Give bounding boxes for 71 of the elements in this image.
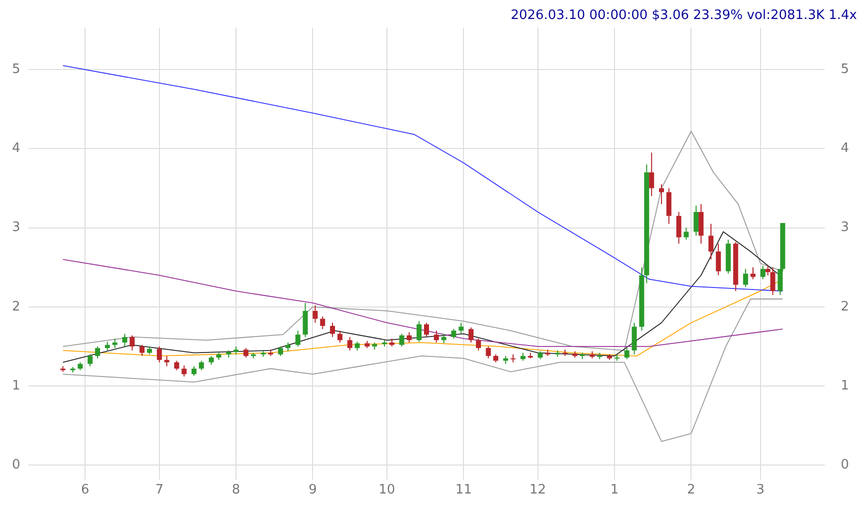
y-tick-label: 0 (12, 458, 20, 473)
candlestick (684, 227, 689, 240)
candlestick (770, 266, 776, 296)
chart-title: 2026.03.10 00:00:00 $3.06 23.39% vol:2081.3K 1.4x (510, 8, 858, 24)
candlestick (658, 184, 664, 205)
candlestick (760, 265, 766, 280)
y2-tick-label: 5 (840, 62, 850, 77)
candlestick (698, 204, 704, 244)
y-tick-label: 3 (12, 220, 20, 236)
candlestick (88, 354, 93, 367)
candlestick (320, 316, 326, 330)
candlestick (416, 320, 422, 342)
x-tick-label: 2 (687, 482, 696, 498)
candlestick (330, 322, 336, 338)
candlestick (486, 346, 491, 359)
candlestick (164, 355, 170, 367)
candlestick (140, 344, 145, 356)
candlestick (312, 304, 318, 324)
candlestick (743, 268, 748, 288)
y2-tick-label: 1 (840, 378, 850, 394)
candlestick (750, 266, 756, 280)
candlestick (624, 348, 630, 360)
candlestick (130, 334, 135, 351)
y-tick-label: 2 (12, 299, 20, 314)
candlestick (122, 333, 128, 347)
candlestick (468, 326, 474, 344)
x-tick-label: 6 (81, 482, 90, 498)
candlestick (112, 338, 118, 349)
candlestick (302, 302, 308, 338)
candlestick (676, 211, 682, 244)
candlestick (451, 328, 456, 340)
candlestick (476, 338, 481, 351)
candlestick (156, 346, 162, 363)
candlestick (434, 330, 439, 344)
candlestick (399, 333, 404, 347)
candlestick (424, 322, 429, 338)
y2-tick-label: 0 (840, 458, 850, 473)
candlestick (458, 322, 464, 334)
candlestick (406, 332, 412, 344)
candlestick (295, 330, 300, 347)
candlestick (95, 346, 100, 359)
x-tick-label: 8 (232, 482, 240, 498)
candlestick (694, 205, 699, 236)
candlestick (337, 330, 342, 344)
candlestick (198, 360, 204, 371)
candlestick (716, 243, 721, 276)
y2-tick-label: 3 (840, 220, 850, 236)
candlestick (174, 360, 180, 371)
x-tick-label: 3 (756, 482, 765, 498)
x-tick-label: 1 (610, 482, 619, 498)
x-tick-label: 12 (530, 482, 546, 498)
x-tick-label: 10 (378, 482, 396, 498)
candlestick (632, 322, 637, 355)
x-tick-label: 7 (155, 482, 164, 498)
candlestick (347, 336, 352, 351)
y2-tick-label: 4 (840, 141, 850, 156)
y-tick-label: 4 (12, 141, 20, 156)
candlestick (441, 333, 446, 344)
y-tick-label: 5 (12, 62, 20, 77)
candlestick (243, 348, 248, 358)
candlestick (649, 152, 654, 197)
candlestick (182, 364, 187, 378)
x-tick-label: 11 (455, 482, 472, 498)
candlestick (191, 366, 196, 376)
y2-tick-label: 2 (840, 299, 850, 314)
x-tick-label: 9 (308, 482, 317, 498)
candlestick (666, 188, 672, 224)
candlestick (765, 265, 770, 276)
y-tick-label: 1 (12, 378, 20, 394)
candlestick (278, 346, 284, 356)
candlestick (708, 223, 714, 260)
